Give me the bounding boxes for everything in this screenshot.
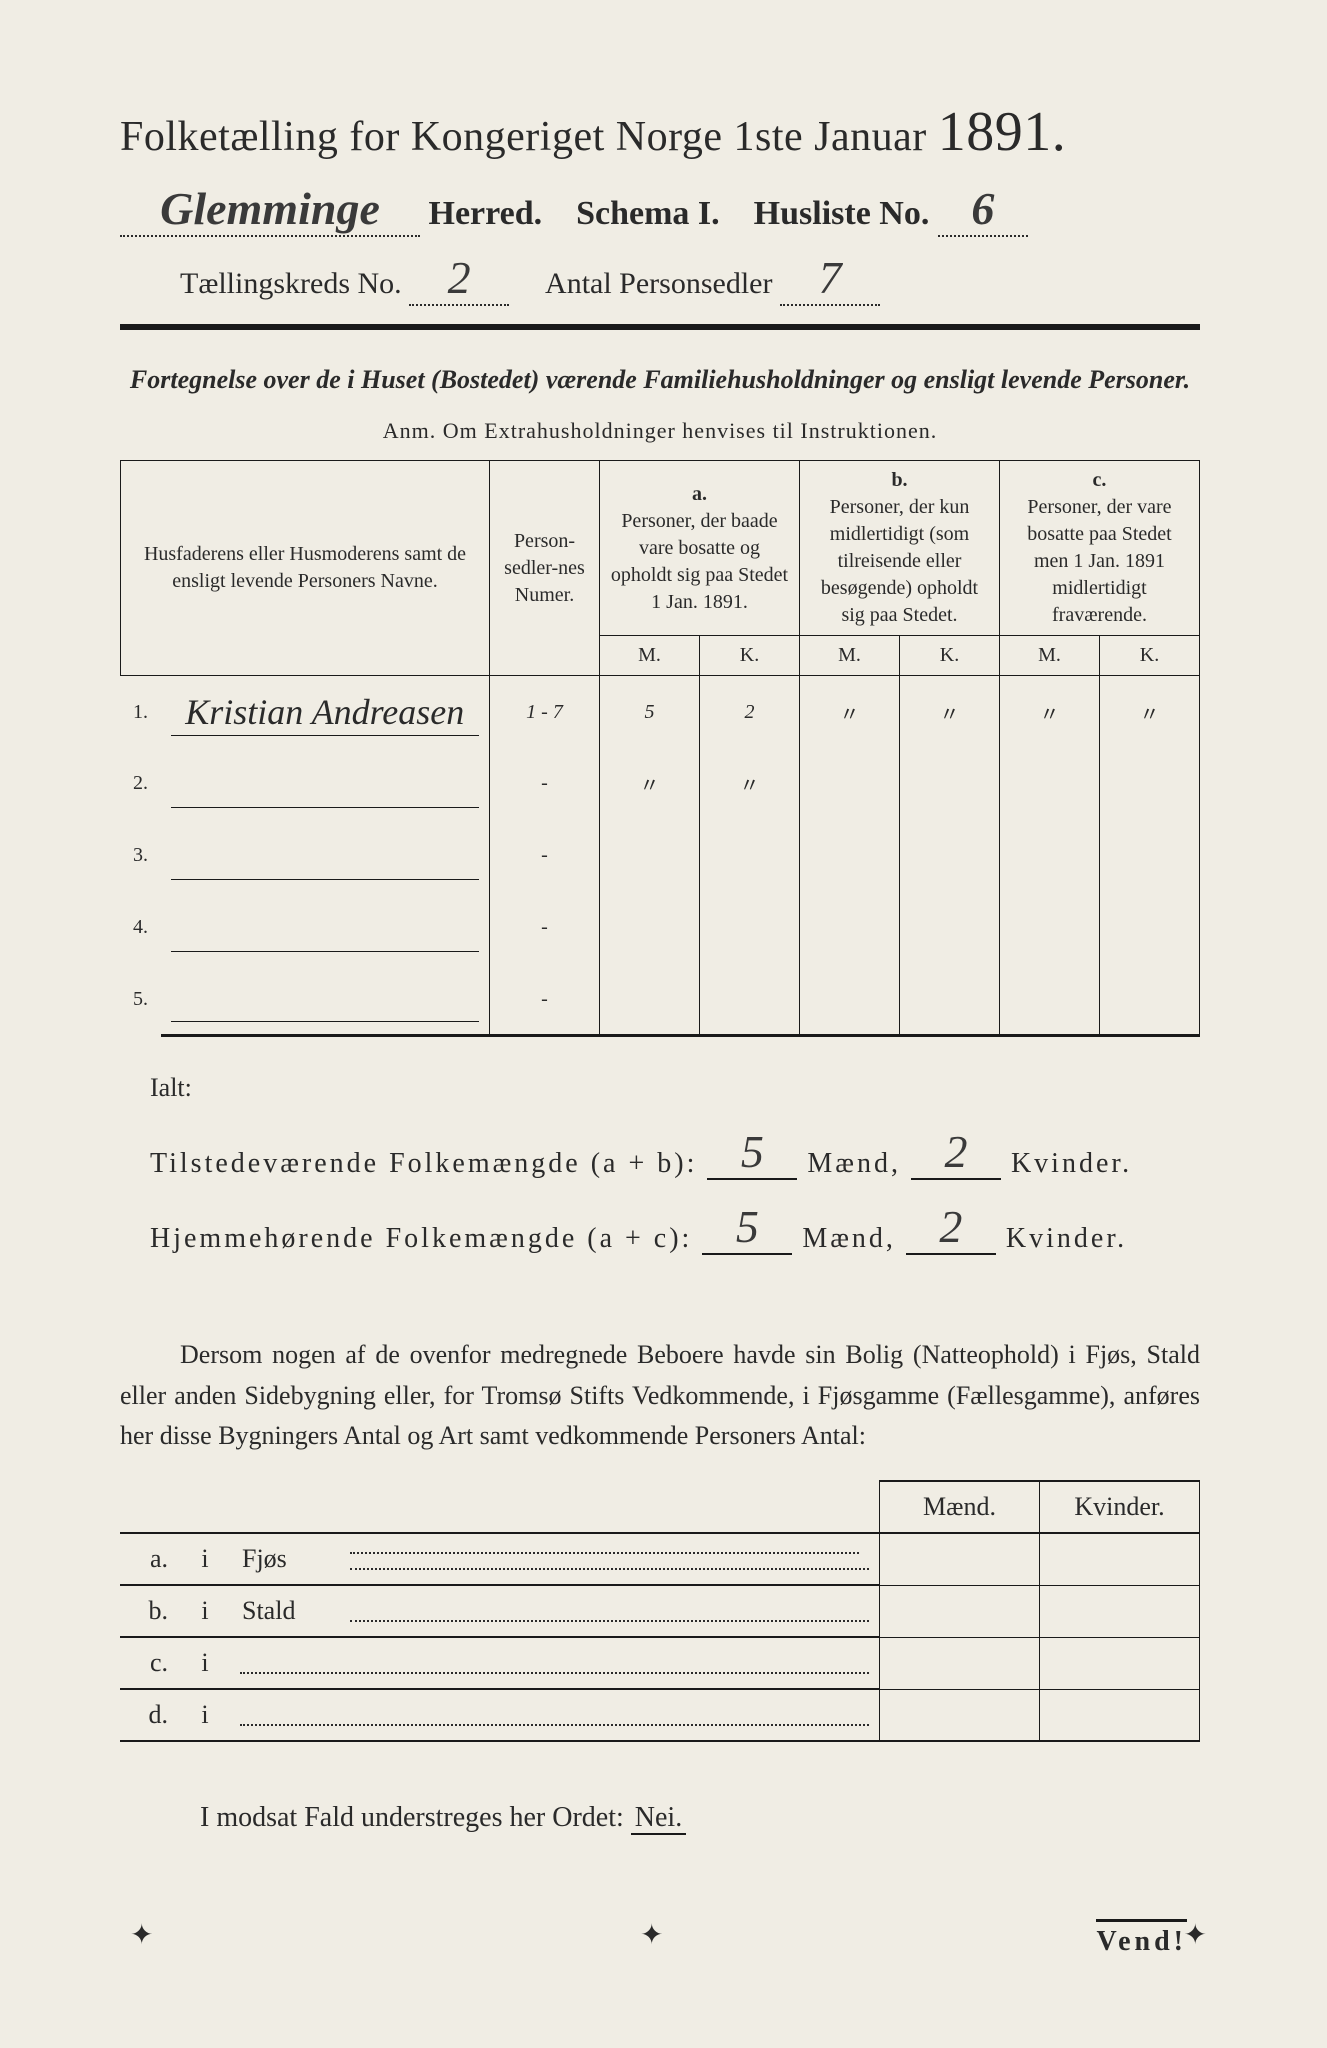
th-c-m: M. <box>1000 636 1100 676</box>
th-a: a. Personer, der baade vare bosatte og o… <box>600 461 800 636</box>
nei-line: I modsat Fald understreges her Ordet: Ne… <box>120 1802 1200 1834</box>
table-body: 1. Kristian Andreasen 1 - 7 5 2 〃 〃 〃 〃 … <box>121 676 1200 1036</box>
personsedler-value: 7 <box>780 251 880 306</box>
th-c-k: K. <box>1100 636 1200 676</box>
title-year: 1891. <box>938 101 1067 163</box>
th-name: Husfaderens eller Husmoderens samt de en… <box>121 461 490 676</box>
herred-label: Herred. <box>429 195 543 232</box>
lower-row: c. i <box>120 1637 1200 1689</box>
th-b-k: K. <box>900 636 1000 676</box>
lower-head-k: Kvinder. <box>1040 1481 1200 1533</box>
lower-head-m: Mænd. <box>880 1481 1040 1533</box>
vend-label: Vend! <box>1096 1919 1187 1958</box>
lower-table: Mænd. Kvinder. a. i Fjøs b. i Stald c. i… <box>120 1480 1200 1742</box>
table-row: 5. - <box>121 964 1200 1036</box>
personsedler-label: Antal Personsedler <box>545 267 772 300</box>
title-prefix: Folketælling for Kongeriget Norge 1ste J… <box>120 114 927 160</box>
hole-mark-icon: ✦ <box>130 1918 153 1952</box>
lower-row: a. i Fjøs <box>120 1533 1200 1585</box>
rule-divider <box>120 324 1200 330</box>
th-a-m: M. <box>600 636 700 676</box>
th-c: c. Personer, der vare bosatte paa Stedet… <box>1000 461 1200 636</box>
subtitle: Fortegnelse over de i Huset (Bostedet) v… <box>120 362 1200 398</box>
hole-mark-icon: ✦ <box>1184 1918 1207 1952</box>
schema-label: Schema I. <box>576 195 720 232</box>
kreds-label: Tællingskreds No. <box>180 267 402 300</box>
kreds-row: Tællingskreds No. 2 Antal Personsedler 7 <box>120 251 1200 306</box>
page-title: Folketælling for Kongeriget Norge 1ste J… <box>120 100 1200 164</box>
total-ab-k: 2 <box>911 1125 1001 1180</box>
totals-block: Ialt: Tilstedeværende Folkemængde (a + b… <box>150 1073 1200 1255</box>
anm-note: Anm. Om Extrahusholdninger henvises til … <box>120 418 1200 444</box>
main-table: Husfaderens eller Husmoderens samt de en… <box>120 460 1200 1037</box>
table-row: 2. - 〃 〃 <box>121 748 1200 820</box>
th-b: b. Personer, der kun midlertidigt (som t… <box>800 461 1000 636</box>
herred-row: Glemminge Herred. Schema I. Husliste No.… <box>120 182 1200 237</box>
ialt-label: Ialt: <box>150 1073 1200 1103</box>
census-form-page: Folketælling for Kongeriget Norge 1ste J… <box>120 100 1200 1834</box>
table-row: 1. Kristian Andreasen 1 - 7 5 2 〃 〃 〃 〃 <box>121 676 1200 748</box>
building-paragraph: Dersom nogen af de ovenfor medregnede Be… <box>120 1335 1200 1456</box>
table-row: 4. - <box>121 892 1200 964</box>
herred-value: Glemminge <box>120 182 420 237</box>
kreds-value: 2 <box>409 251 509 306</box>
lower-row: d. i <box>120 1689 1200 1741</box>
hole-mark-icon: ✦ <box>640 1918 663 1952</box>
th-num: Person-sedler-nes Numer. <box>490 461 600 676</box>
husliste-value: 6 <box>938 182 1028 237</box>
lower-row: b. i Stald <box>120 1585 1200 1637</box>
husliste-label: Husliste No. <box>754 195 930 232</box>
total-ab-m: 5 <box>707 1125 797 1180</box>
th-b-m: M. <box>800 636 900 676</box>
th-a-k: K. <box>700 636 800 676</box>
total-ac-m: 5 <box>702 1200 792 1255</box>
totals-line-ac: Hjemmehørende Folkemængde (a + c): 5 Mæn… <box>150 1200 1200 1255</box>
nei-word: Nei. <box>631 1802 686 1835</box>
total-ac-k: 2 <box>906 1200 996 1255</box>
totals-line-ab: Tilstedeværende Folkemængde (a + b): 5 M… <box>150 1125 1200 1180</box>
table-row: 3. - <box>121 820 1200 892</box>
